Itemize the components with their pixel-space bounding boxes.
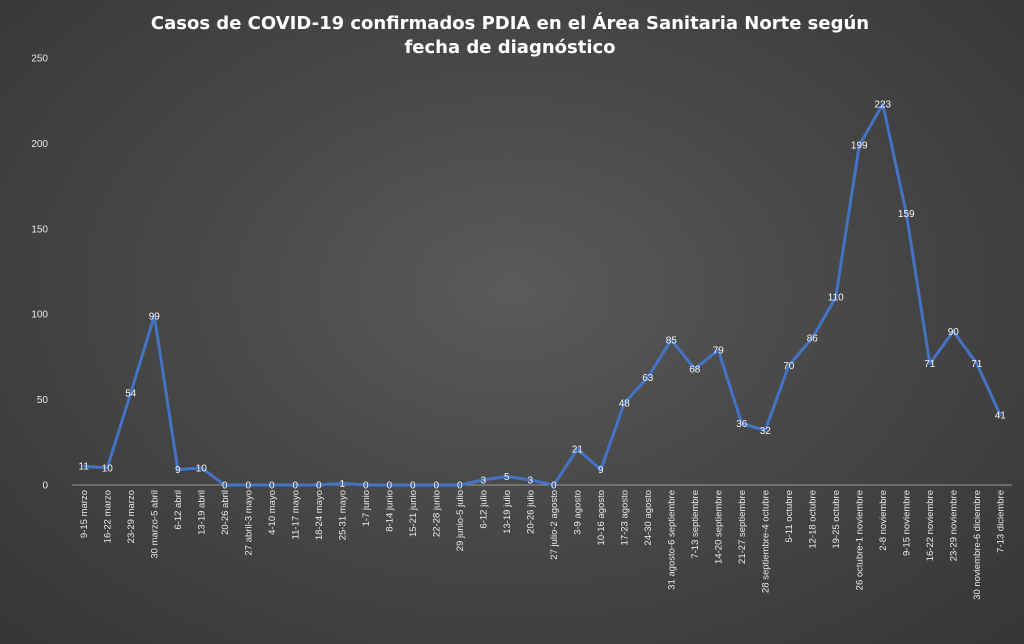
data-label: 0	[222, 481, 228, 492]
data-label: 79	[713, 346, 725, 357]
data-label: 0	[433, 481, 439, 492]
x-tick-label: 10-16 agosto	[596, 490, 607, 545]
x-tick-label: 7-13 septiembre	[690, 490, 701, 559]
data-label: 0	[551, 481, 557, 492]
data-label: 9	[175, 465, 181, 476]
data-label: 85	[666, 335, 678, 346]
x-tick-label: 19-25 octubre	[831, 490, 842, 549]
data-label: 9	[598, 465, 604, 476]
data-label: 68	[689, 364, 701, 375]
x-tick-label: 2-8 noviembre	[878, 490, 889, 551]
data-label: 70	[783, 361, 795, 372]
x-tick-label: 28 septiembre-4 octubre	[760, 490, 771, 593]
x-tick-label: 15-21 junio	[408, 490, 419, 537]
x-tick-label: 6-12 julio	[478, 490, 489, 529]
x-tick-label: 13-19 abril	[196, 490, 207, 535]
data-label: 110	[828, 293, 844, 304]
data-label: 21	[572, 445, 584, 456]
x-tick-label: 12-18 octubre	[807, 490, 818, 549]
x-tick-label: 26 octubre-1 noviembre	[854, 490, 865, 590]
x-tick-label: 20-26 abril	[220, 490, 231, 535]
x-tick-label: 24-30 agosto	[643, 490, 654, 545]
data-label: 10	[102, 463, 114, 474]
data-label: 63	[642, 373, 654, 384]
data-label: 0	[410, 481, 416, 492]
data-label: 32	[760, 426, 772, 437]
data-label: 86	[807, 334, 819, 345]
x-tick-label: 25-31 mayo	[337, 490, 348, 540]
x-tick-label: 23-29 noviembre	[948, 490, 959, 561]
x-tick-label: 16-22 noviembre	[925, 490, 936, 561]
y-tick-label: 150	[31, 224, 48, 235]
x-tick-label: 31 agosto-6 septiembre	[666, 490, 677, 590]
data-label: 0	[457, 481, 463, 492]
data-label: 0	[245, 481, 251, 492]
data-label: 159	[898, 209, 915, 220]
data-label: 99	[149, 311, 161, 322]
x-axis: 9-15 marzo 16-22 marzo 23-29 marzo 30 marzo…	[72, 484, 1012, 600]
x-tick-label: 3-9 agosto	[572, 490, 583, 535]
x-tick-label: 22-28 junio	[431, 490, 442, 537]
x-tick-label: 7-13 diciembre	[995, 490, 1006, 553]
x-tick-label: 30 marzo-5 abril	[149, 490, 160, 559]
x-tick-label: 4-10 mayo	[267, 490, 278, 535]
x-tick-label: 14-20 septiembre	[713, 490, 724, 564]
data-label: 10	[196, 463, 208, 474]
y-tick-label: 0	[42, 481, 48, 492]
data-label: 5	[504, 472, 510, 483]
data-label: 11	[79, 462, 90, 473]
data-label: 3	[480, 475, 486, 486]
x-tick-label: 27 abril-3 mayo	[243, 490, 254, 555]
data-label: 199	[851, 141, 868, 152]
data-label: 3	[527, 475, 533, 486]
data-label: 36	[736, 419, 748, 430]
data-label: 0	[316, 481, 322, 492]
x-tick-label: 9-15 noviembre	[901, 490, 912, 556]
x-tick-label: 18-24 mayo	[314, 490, 325, 540]
data-label: 48	[619, 399, 631, 410]
data-label: 1	[339, 479, 345, 490]
x-tick-label: 8-14 junio	[384, 490, 395, 532]
data-label: 54	[125, 388, 137, 399]
data-label: 41	[995, 410, 1007, 421]
x-tick-label: 23-29 marzo	[126, 490, 137, 543]
x-tick-label: 30 noviembre-6 diciembre	[972, 490, 983, 600]
data-label: 0	[292, 481, 298, 492]
x-tick-label: 1-7 junio	[361, 490, 372, 526]
x-tick-label: 16-22 marzo	[102, 490, 113, 543]
series-line-path	[82, 102, 1002, 487]
data-label: 71	[924, 359, 936, 370]
x-tick-label: 29 junio-5 julio	[455, 490, 466, 551]
x-tick-label: 5-11 octubre	[784, 490, 795, 543]
x-tick-label: 9-15 marzo	[79, 490, 90, 538]
data-label: 0	[363, 481, 369, 492]
x-tick-label: 17-23 agosto	[619, 490, 630, 545]
data-label: 0	[269, 481, 275, 492]
data-label: 223	[874, 100, 891, 111]
data-label: 90	[948, 327, 960, 338]
x-tick-label: 13-19 julio	[502, 490, 513, 534]
x-tick-label: 20-26 julio	[525, 490, 536, 534]
y-tick-label: 250	[31, 54, 48, 65]
series-line	[82, 102, 1002, 487]
y-tick-label: 50	[37, 395, 49, 406]
chart-title: Casos de COVID-19 confirmados PDIA en el…	[150, 13, 870, 58]
y-axis: 0 50 100 150 200 250	[31, 54, 48, 492]
y-tick-label: 200	[31, 139, 48, 150]
x-tick-label: 21-27 septiembre	[737, 490, 748, 564]
x-tick-label: 11-17 mayo	[290, 490, 301, 539]
x-tick-label: 6-12 abril	[173, 490, 184, 530]
y-tick-label: 100	[31, 310, 48, 321]
data-label: 0	[386, 481, 392, 492]
data-label: 71	[971, 359, 983, 370]
x-tick-label: 27 julio-2 agosto	[549, 490, 560, 560]
